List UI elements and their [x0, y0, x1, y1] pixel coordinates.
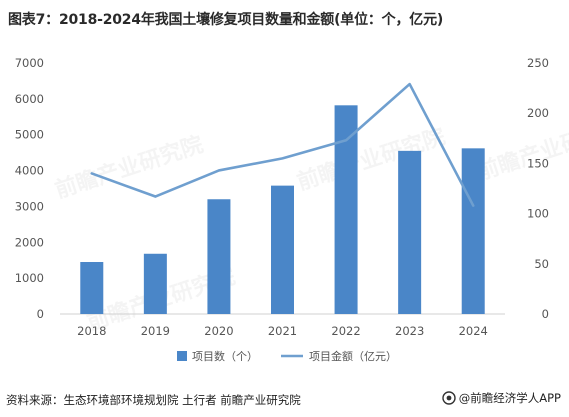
x-tick-label: 2024 — [459, 324, 488, 338]
y-right-tick-label: 250 — [527, 56, 549, 70]
y-right-tick-label: 50 — [534, 257, 549, 271]
brand-logo-icon — [442, 391, 456, 405]
bar-series-layer — [80, 105, 485, 314]
legend: 项目数（个） 项目金额（亿元） — [177, 349, 397, 363]
x-tick-label: 2022 — [331, 324, 360, 338]
x-tick-label: 2018 — [77, 324, 106, 338]
y-left-tick-label: 1000 — [15, 271, 44, 285]
y-left-tick-label: 5000 — [15, 128, 44, 142]
y-left-tick-label: 7000 — [15, 56, 44, 70]
watermark-text: 前瞻产业研究院 — [294, 123, 449, 195]
y-left-tick-label: 4000 — [15, 164, 44, 178]
y-left-tick-label: 3000 — [15, 199, 44, 213]
y-right-tick-label: 200 — [527, 106, 549, 120]
legend-bar-label: 项目数（个） — [192, 350, 258, 363]
watermark-text: 前瞻产业研究院 — [52, 131, 207, 203]
bar-2018 — [80, 262, 104, 314]
y-right-tick-label: 150 — [527, 156, 549, 170]
watermark-layer: 前瞻产业研究院前瞻产业研究院前瞻产业研究院前瞻产业研究院 — [52, 113, 569, 335]
x-tick-label: 2021 — [268, 324, 297, 338]
watermark-text: 前瞻产业研究院 — [474, 113, 569, 185]
source-note: 资料来源：生态环境部环境规划院 土行者 前瞻产业研究院 — [6, 393, 301, 407]
legend-line-label: 项目金额（亿元） — [309, 349, 397, 363]
legend-bar-swatch — [177, 351, 187, 361]
bar-2021 — [271, 185, 294, 314]
y-left-tick-label: 6000 — [15, 92, 44, 106]
y-right-tick-label: 100 — [527, 207, 549, 221]
chart-title: 图表7：2018-2024年我国土壤修复项目数量和金额(单位：个，亿元) — [8, 12, 444, 28]
brand-credit: @前瞻经济学人APP — [442, 390, 561, 406]
y-left-tick-label: 0 — [37, 307, 44, 321]
brand-text: @前瞻经济学人APP — [458, 391, 561, 405]
bar-2024 — [461, 148, 485, 314]
x-tick-label: 2020 — [204, 324, 233, 338]
bar-2022 — [334, 105, 358, 314]
bar-2023 — [398, 150, 422, 314]
x-tick-label: 2023 — [395, 324, 424, 338]
bar-2020 — [207, 199, 231, 314]
y-left-tick-label: 2000 — [15, 235, 44, 249]
line-series-layer — [90, 82, 475, 207]
bar-2019 — [143, 253, 167, 314]
x-tick-label: 2019 — [141, 324, 170, 338]
y-right-tick-label: 0 — [542, 307, 549, 321]
